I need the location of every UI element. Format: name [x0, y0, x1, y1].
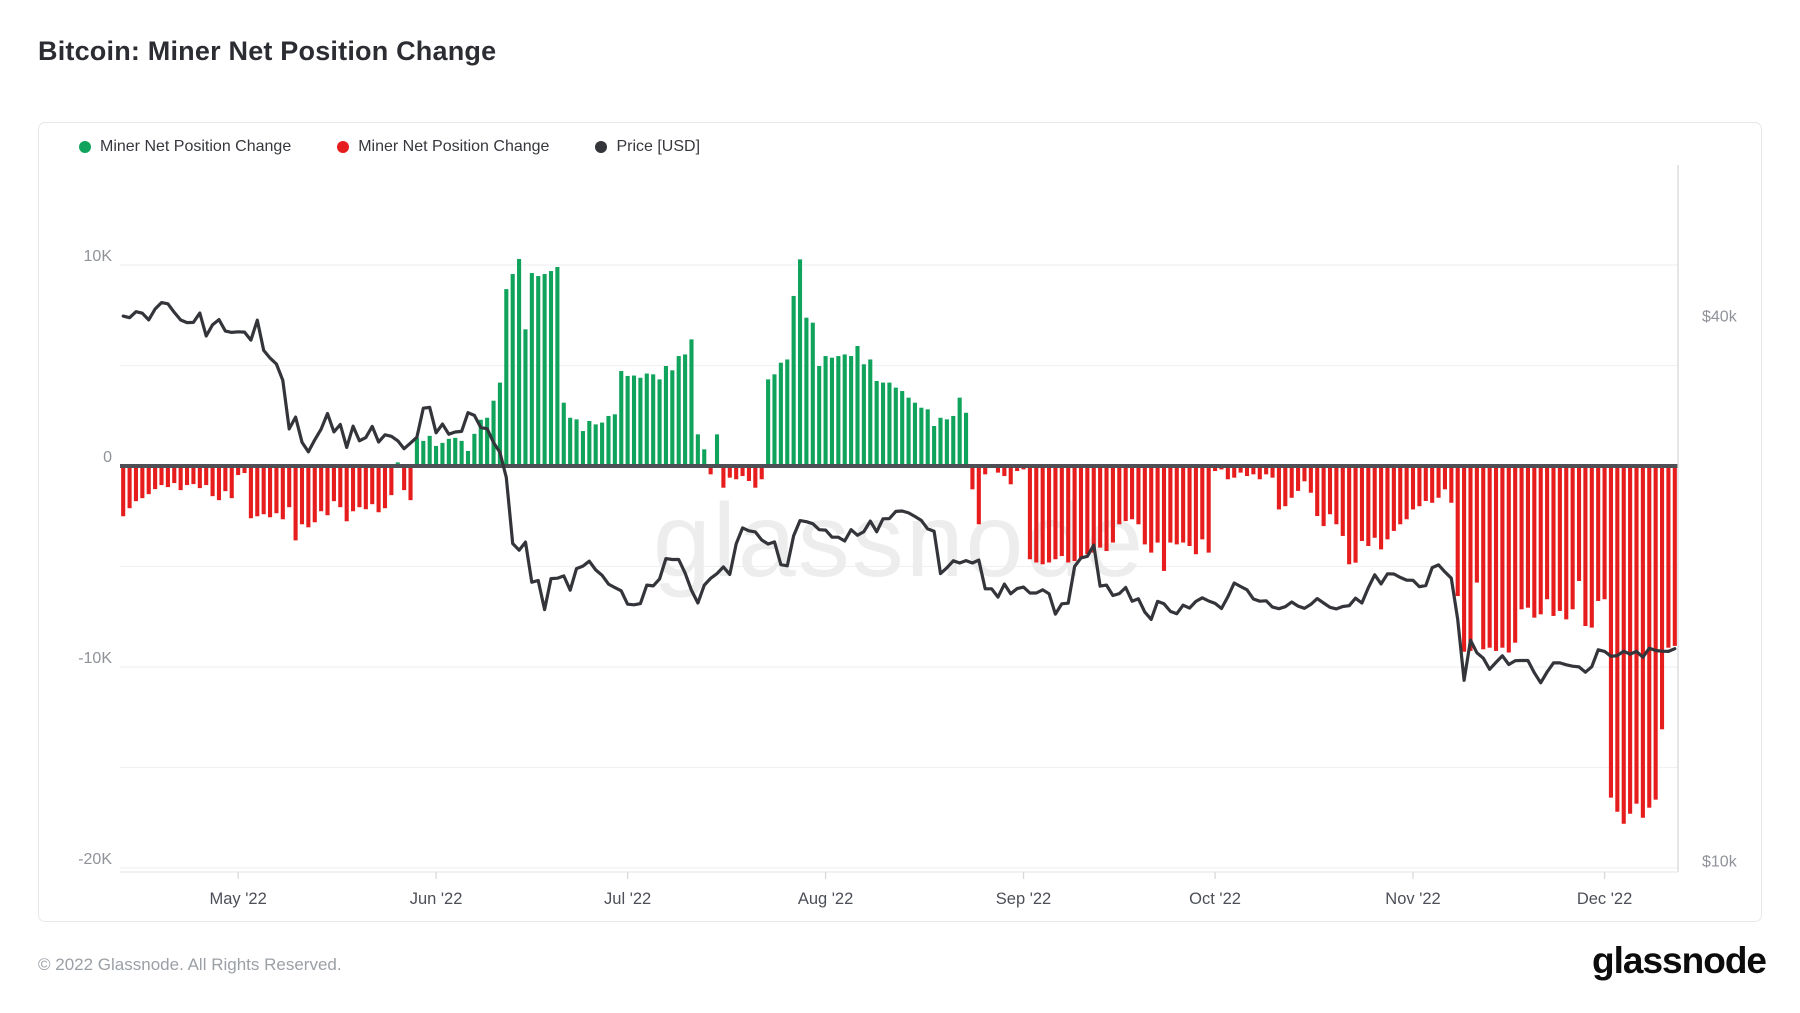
black-dot-icon [595, 141, 608, 153]
page-title: Bitcoin: Miner Net Position Change [38, 36, 497, 66]
chart-card [38, 122, 1762, 922]
legend-item-price[interactable]: Price [USD] [595, 138, 700, 156]
legend-item-mnpc-positive[interactable]: Miner Net Position Change [79, 138, 291, 156]
red-dot-icon [337, 141, 350, 153]
footer-copyright: © 2022 Glassnode. All Rights Reserved. [38, 955, 342, 974]
green-dot-icon [79, 141, 91, 153]
legend-label: Miner Net Position Change [100, 138, 292, 155]
glassnode-logo: glassnode [1592, 940, 1767, 981]
legend-label: Miner Net Position Change [358, 138, 550, 155]
legend-item-mnpc-negative[interactable]: Miner Net Position Change [337, 138, 549, 156]
legend-label: Price [USD] [616, 138, 701, 155]
chart-legend: Miner Net Position Change Miner Net Posi… [79, 138, 700, 156]
